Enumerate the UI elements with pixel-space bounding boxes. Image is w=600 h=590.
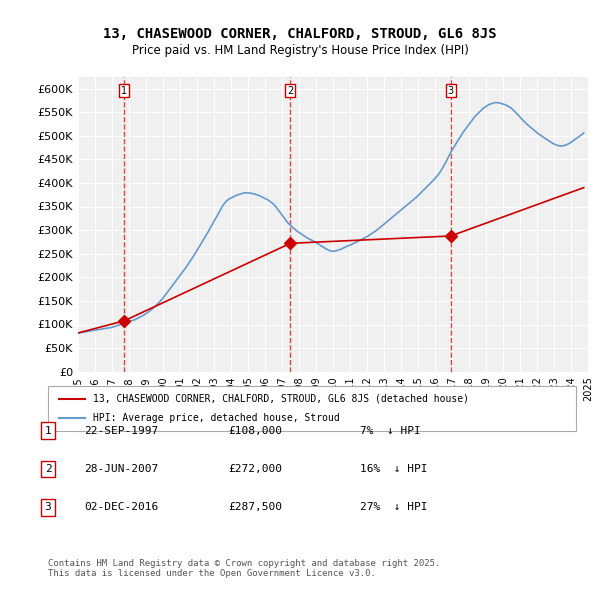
Text: 22-SEP-1997: 22-SEP-1997 bbox=[84, 426, 158, 435]
Text: 27%  ↓ HPI: 27% ↓ HPI bbox=[360, 503, 427, 512]
FancyBboxPatch shape bbox=[48, 386, 576, 431]
Text: HPI: Average price, detached house, Stroud: HPI: Average price, detached house, Stro… bbox=[93, 414, 340, 423]
Text: 13, CHASEWOOD CORNER, CHALFORD, STROUD, GL6 8JS: 13, CHASEWOOD CORNER, CHALFORD, STROUD, … bbox=[103, 27, 497, 41]
Text: 2: 2 bbox=[287, 86, 293, 96]
Text: Contains HM Land Registry data © Crown copyright and database right 2025.
This d: Contains HM Land Registry data © Crown c… bbox=[48, 559, 440, 578]
Text: 3: 3 bbox=[44, 503, 52, 512]
Text: 7%  ↓ HPI: 7% ↓ HPI bbox=[360, 426, 421, 435]
Text: 3: 3 bbox=[448, 86, 454, 96]
Text: 1: 1 bbox=[44, 426, 52, 435]
Text: 2: 2 bbox=[44, 464, 52, 474]
Text: 28-JUN-2007: 28-JUN-2007 bbox=[84, 464, 158, 474]
Text: £108,000: £108,000 bbox=[228, 426, 282, 435]
Text: 02-DEC-2016: 02-DEC-2016 bbox=[84, 503, 158, 512]
Text: 16%  ↓ HPI: 16% ↓ HPI bbox=[360, 464, 427, 474]
Text: 1: 1 bbox=[121, 86, 127, 96]
Text: £287,500: £287,500 bbox=[228, 503, 282, 512]
Text: 13, CHASEWOOD CORNER, CHALFORD, STROUD, GL6 8JS (detached house): 13, CHASEWOOD CORNER, CHALFORD, STROUD, … bbox=[93, 394, 469, 404]
Text: £272,000: £272,000 bbox=[228, 464, 282, 474]
Text: Price paid vs. HM Land Registry's House Price Index (HPI): Price paid vs. HM Land Registry's House … bbox=[131, 44, 469, 57]
